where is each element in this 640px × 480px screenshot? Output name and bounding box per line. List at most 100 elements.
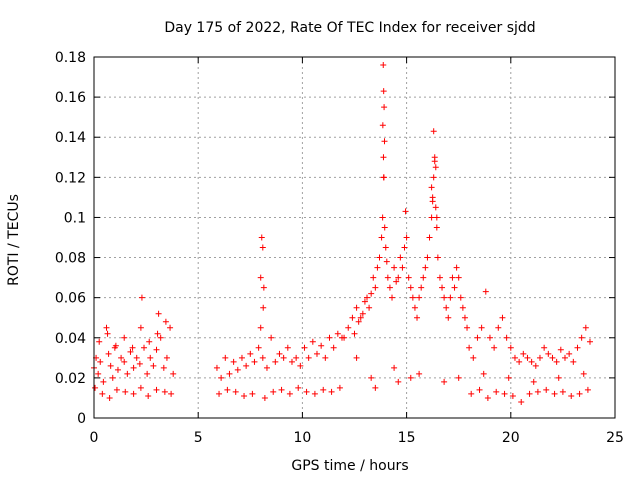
- y-tick-label: 0.02: [55, 371, 86, 387]
- data-point: [260, 304, 267, 311]
- y-tick-label: 0.18: [55, 50, 86, 66]
- data-point: [518, 398, 525, 405]
- data-point: [109, 374, 116, 381]
- data-point: [230, 358, 237, 365]
- data-point: [345, 324, 352, 331]
- data-point: [257, 274, 264, 281]
- data-point: [124, 370, 131, 377]
- data-point: [138, 294, 145, 301]
- data-point: [468, 390, 475, 397]
- data-point: [549, 354, 556, 361]
- data-point: [443, 304, 450, 311]
- data-point: [403, 234, 410, 241]
- data-point: [389, 294, 396, 301]
- data-point: [255, 344, 262, 351]
- data-point: [137, 384, 144, 391]
- data-point: [161, 388, 168, 395]
- data-point: [263, 364, 270, 371]
- data-point: [457, 294, 464, 301]
- data-point: [382, 244, 389, 251]
- data-point: [309, 338, 316, 345]
- data-point: [127, 348, 134, 355]
- axis-ticks: [93, 56, 616, 419]
- data-point: [278, 386, 285, 393]
- data-point: [320, 386, 327, 393]
- y-tick-label: 0: [77, 411, 86, 427]
- y-tick-label: 0.12: [55, 170, 86, 186]
- data-point: [455, 374, 462, 381]
- data-point: [559, 388, 566, 395]
- data-point: [532, 362, 539, 369]
- grid-lines: [94, 57, 615, 418]
- x-tick-label: 5: [194, 430, 203, 446]
- data-point: [545, 350, 552, 357]
- x-tick-label: 0: [90, 430, 99, 446]
- data-point: [378, 234, 385, 241]
- data-point: [355, 318, 362, 325]
- data-point: [391, 264, 398, 271]
- data-point: [416, 294, 423, 301]
- data-point: [439, 284, 446, 291]
- chart-title: Day 175 of 2022, Rate Of TEC Index for r…: [164, 20, 535, 36]
- data-point: [380, 88, 387, 95]
- data-point: [293, 354, 300, 361]
- data-point: [424, 254, 431, 261]
- data-point: [372, 284, 379, 291]
- data-point: [364, 294, 371, 301]
- data-point: [141, 344, 148, 351]
- data-point: [584, 386, 591, 393]
- data-point: [432, 204, 439, 211]
- data-point: [130, 390, 137, 397]
- data-point: [357, 314, 364, 321]
- data-point: [92, 384, 99, 391]
- data-point: [351, 330, 358, 337]
- data-point: [566, 350, 573, 357]
- x-tick-label: 10: [293, 430, 311, 446]
- data-point: [216, 390, 223, 397]
- data-point: [582, 324, 589, 331]
- data-point: [466, 344, 473, 351]
- data-point: [153, 346, 160, 353]
- data-point: [218, 374, 225, 381]
- data-point: [430, 128, 437, 135]
- plot-frame: [93, 56, 616, 419]
- data-point: [353, 354, 360, 361]
- data-point: [247, 350, 254, 357]
- data-point: [505, 374, 512, 381]
- data-point: [409, 294, 416, 301]
- data-point: [543, 386, 550, 393]
- data-point: [557, 346, 564, 353]
- data-point: [383, 258, 390, 265]
- data-point: [407, 284, 414, 291]
- x-tick-label: 20: [502, 430, 520, 446]
- data-point: [414, 314, 421, 321]
- data-point: [234, 366, 241, 373]
- data-point: [399, 264, 406, 271]
- data-point: [561, 354, 568, 361]
- data-point: [130, 364, 137, 371]
- data-point: [270, 388, 277, 395]
- data-point: [336, 384, 343, 391]
- data-point: [284, 344, 291, 351]
- data-point: [168, 390, 175, 397]
- data-point: [430, 174, 437, 181]
- data-point: [395, 378, 402, 385]
- y-axis-tick-labels: 0 0.02 0.04 0.06 0.08 0.1 0.12 0.14 0.16 0.18: [55, 50, 86, 427]
- data-point: [578, 334, 585, 341]
- data-point: [103, 324, 110, 331]
- data-point: [318, 342, 325, 349]
- data-point: [441, 378, 448, 385]
- data-point: [147, 354, 154, 361]
- data-point: [260, 284, 267, 291]
- data-point: [222, 354, 229, 361]
- data-point: [286, 390, 293, 397]
- data-point: [272, 358, 279, 365]
- data-point: [429, 198, 436, 205]
- data-point: [121, 334, 128, 341]
- data-point: [330, 344, 337, 351]
- data-point: [386, 284, 393, 291]
- data-point: [464, 324, 471, 331]
- data-point: [459, 304, 466, 311]
- data-point: [163, 354, 170, 361]
